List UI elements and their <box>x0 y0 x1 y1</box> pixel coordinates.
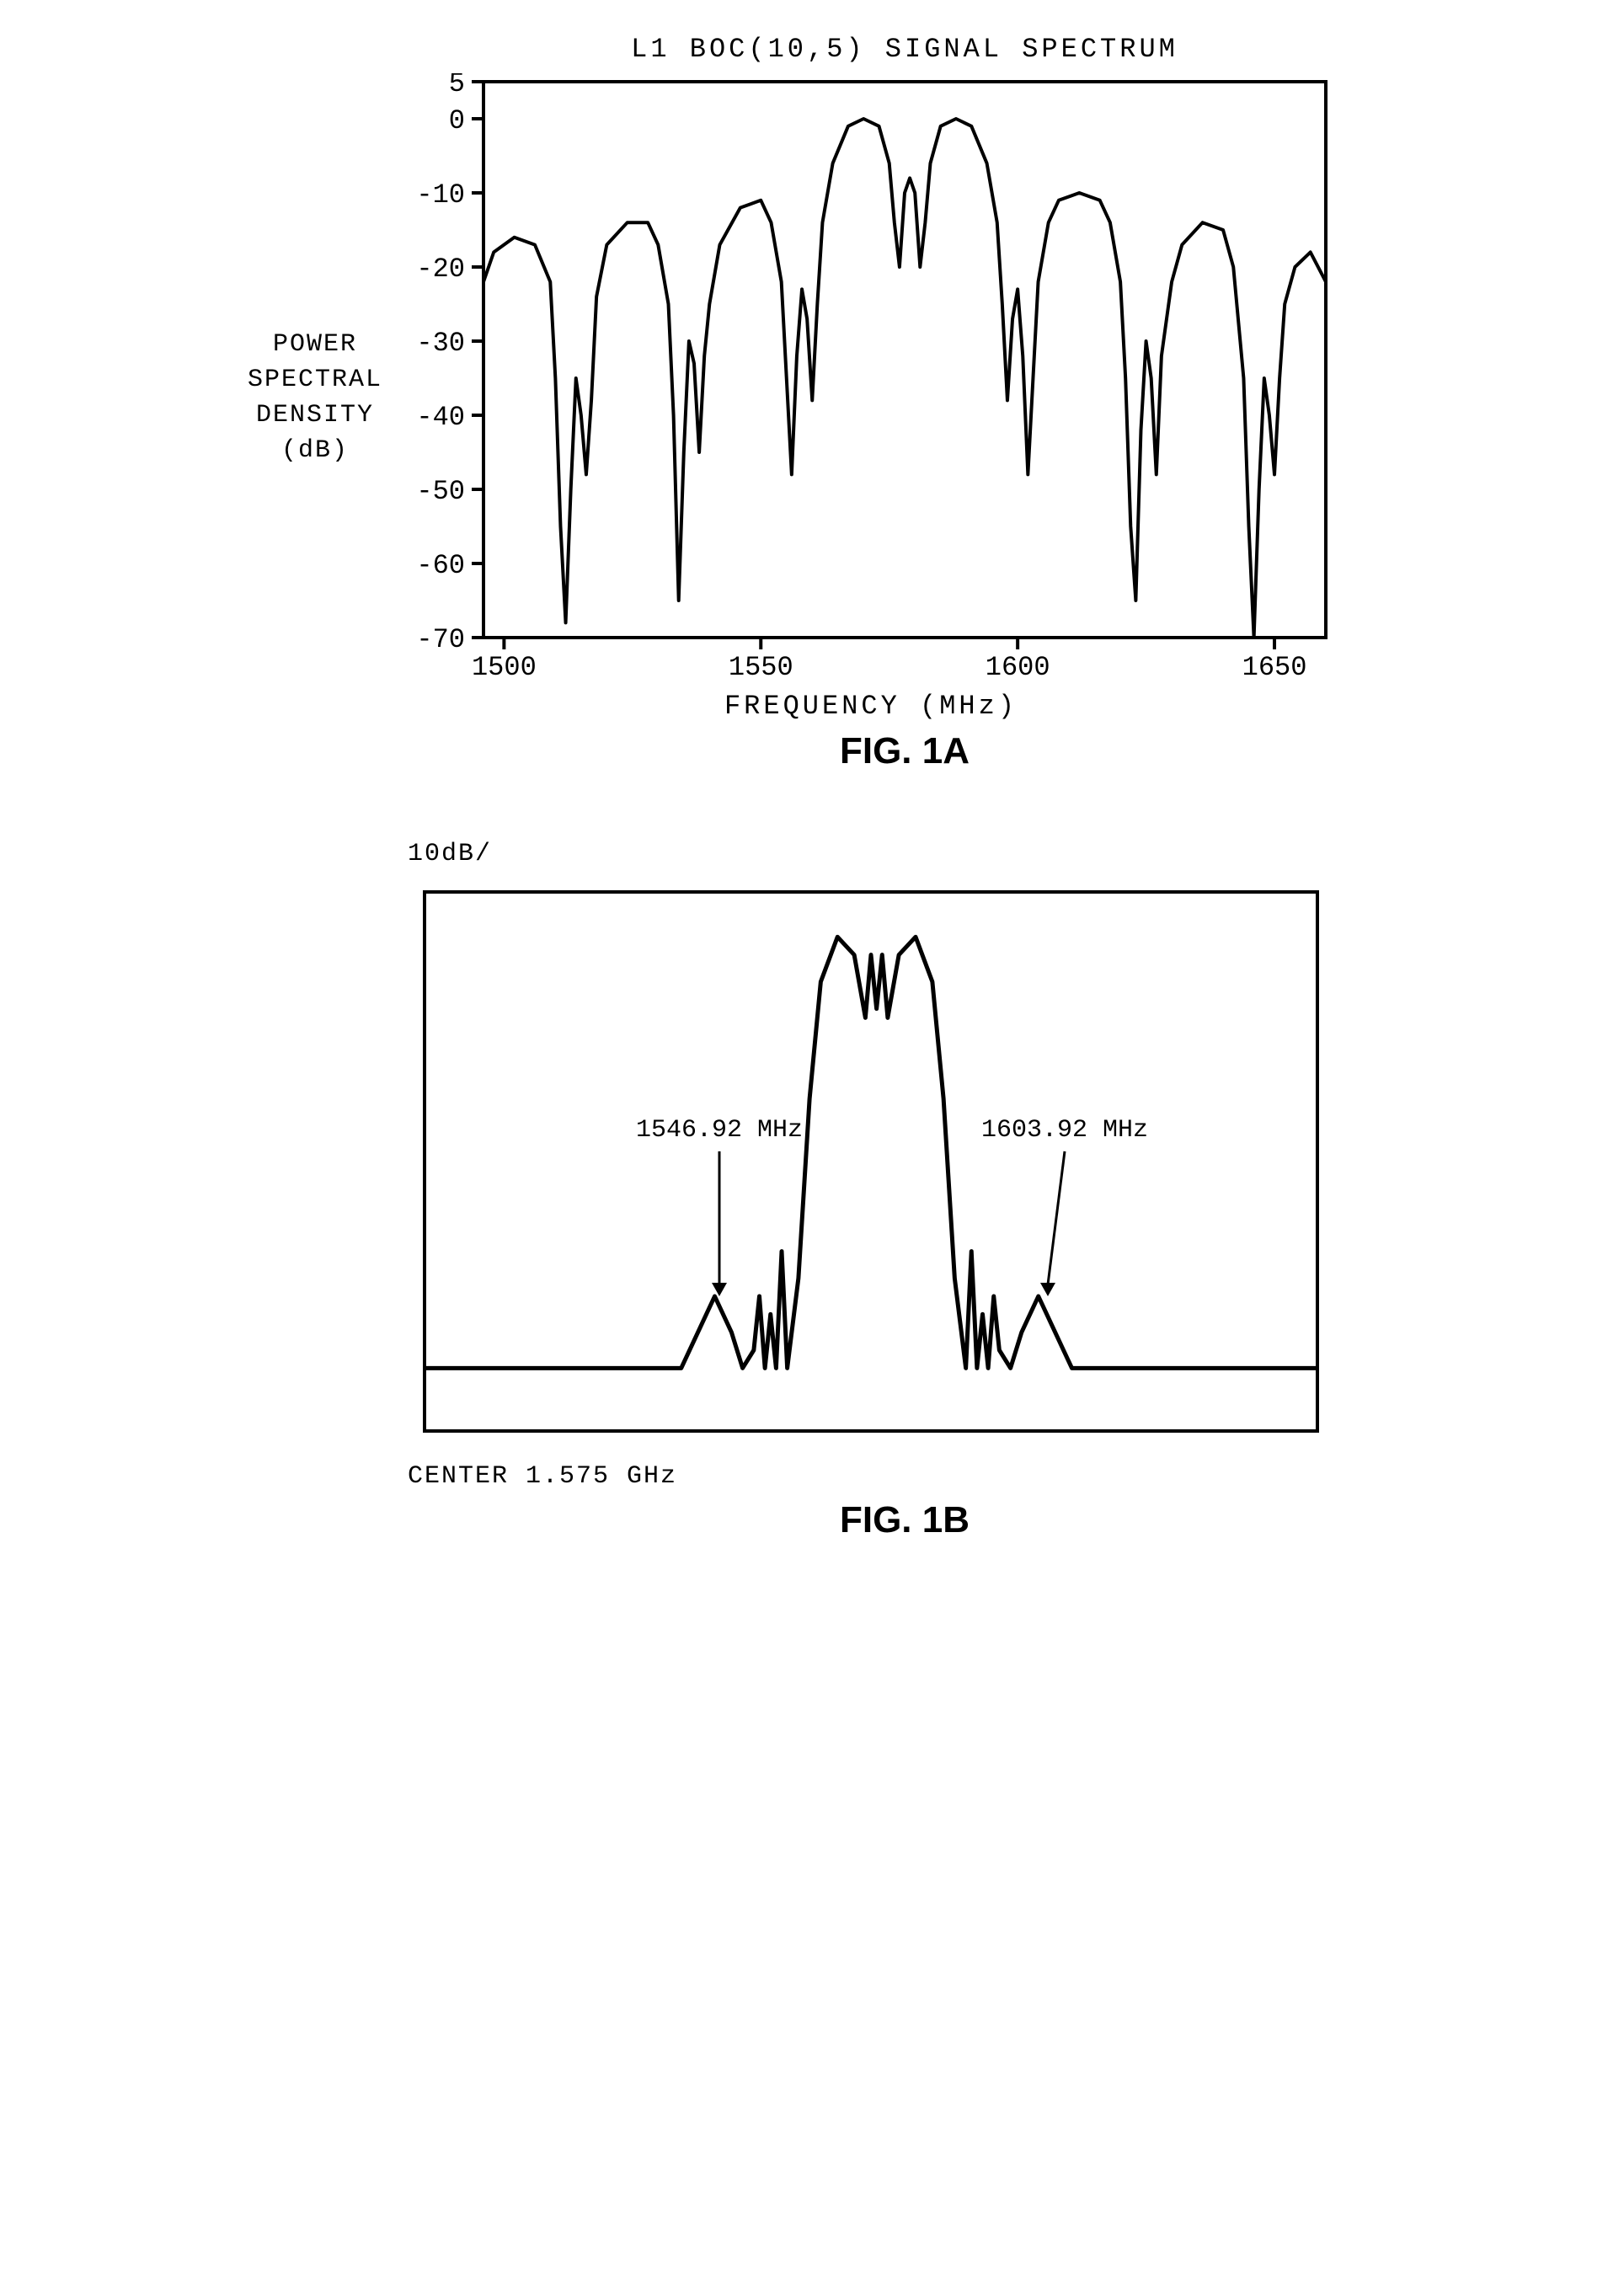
svg-text:0: 0 <box>449 105 465 136</box>
chart-1a-ylabel: POWER SPECTRAL DENSITY (dB) <box>222 327 408 468</box>
figure-1a-caption: FIG. 1A <box>408 730 1402 772</box>
chart-1b-plot: 1546.92 MHz 1603.92 MHz <box>408 875 1334 1448</box>
svg-text:5: 5 <box>449 73 465 99</box>
figure-1b: 10dB/ 1546.92 MHz 1603.92 MHz CENTER 1.57… <box>222 840 1402 1541</box>
svg-text:-20: -20 <box>416 254 465 285</box>
svg-text:1550: 1550 <box>729 652 793 680</box>
chart-1b-scale-label: 10dB/ <box>408 840 1402 868</box>
svg-text:-40: -40 <box>416 402 465 433</box>
svg-text:-50: -50 <box>416 476 465 507</box>
svg-text:1603.92 MHz: 1603.92 MHz <box>981 1116 1148 1145</box>
svg-text:-30: -30 <box>416 328 465 359</box>
chart-1a-plot: 5 0 -10 -20 -30 -40 -50 -60 -701500 1550 1600 1650 <box>408 73 1334 680</box>
svg-text:1546.92 MHz: 1546.92 MHz <box>636 1116 803 1145</box>
chart-1a-xlabel: FREQUENCY (MHz) <box>408 691 1334 722</box>
chart-1b-center-label: CENTER 1.575 GHz <box>408 1462 1402 1491</box>
svg-text:-70: -70 <box>416 624 465 655</box>
figure-1b-caption: FIG. 1B <box>408 1499 1402 1541</box>
svg-text:1650: 1650 <box>1242 652 1307 680</box>
svg-text:1500: 1500 <box>472 652 537 680</box>
figure-1a: L1 BOC(10,5) SIGNAL SPECTRUM POWER SPECT… <box>222 34 1402 772</box>
svg-text:-10: -10 <box>416 179 465 211</box>
chart-1a-title: L1 BOC(10,5) SIGNAL SPECTRUM <box>408 34 1402 65</box>
svg-text:1600: 1600 <box>986 652 1050 680</box>
svg-text:-60: -60 <box>416 550 465 581</box>
